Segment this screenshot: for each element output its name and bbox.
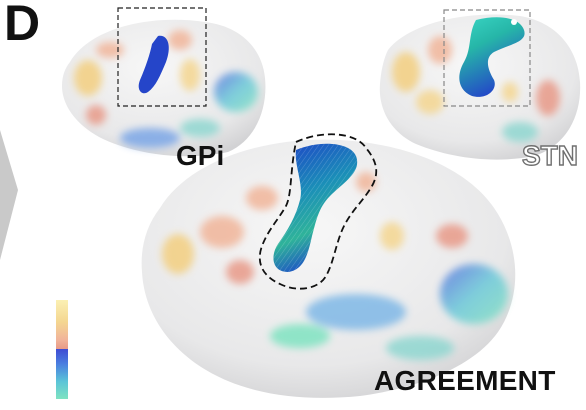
stn-label: STN — [521, 139, 578, 171]
transition-arrow — [0, 130, 18, 260]
panel-letter: D — [4, 0, 40, 51]
colorbar-warm-segment — [56, 300, 68, 349]
agreement-brain — [141, 133, 516, 398]
gpi-brain — [62, 7, 266, 157]
agreement-label: AGREEMENT — [374, 365, 556, 396]
colorbar — [56, 300, 68, 399]
stn-brain — [379, 9, 581, 160]
colorbar-cool-segment — [56, 349, 68, 399]
gpi-label: GPi — [176, 140, 225, 171]
